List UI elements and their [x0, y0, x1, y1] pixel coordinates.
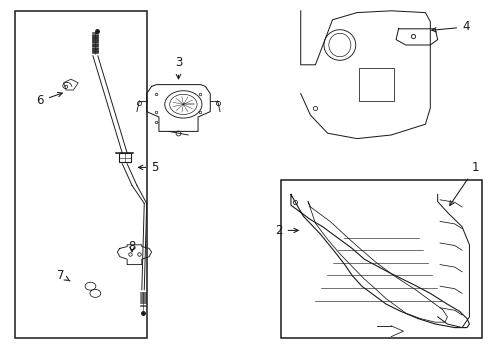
Text: 2: 2: [275, 224, 298, 237]
Text: 4: 4: [431, 21, 468, 33]
Text: 5: 5: [138, 161, 159, 174]
Bar: [119, 153, 130, 162]
Text: 7: 7: [57, 269, 70, 282]
Bar: [15, 11, 146, 338]
Text: 6: 6: [37, 93, 62, 107]
Text: 8: 8: [128, 240, 136, 253]
Text: 3: 3: [174, 57, 182, 79]
Text: 1: 1: [449, 161, 478, 206]
Bar: [281, 180, 481, 338]
Bar: [359, 68, 393, 101]
